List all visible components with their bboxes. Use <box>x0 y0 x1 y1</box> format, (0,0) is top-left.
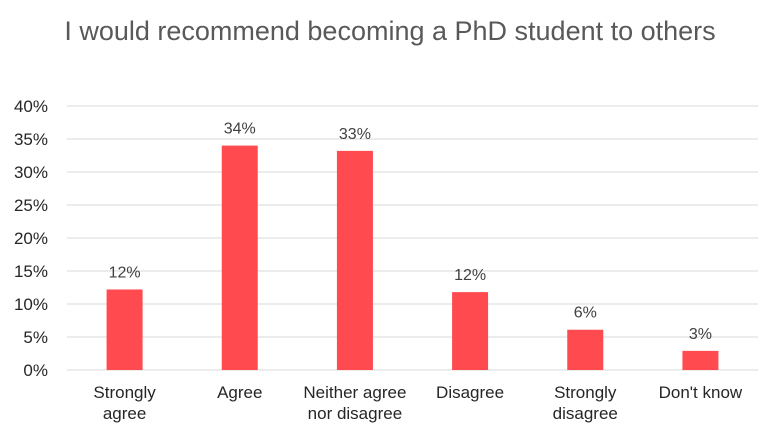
x-tick-label: Strongly <box>554 383 617 402</box>
x-tick-label: Strongly <box>93 383 156 402</box>
y-tick-label: 40% <box>14 97 48 116</box>
chart-title: I would recommend becoming a PhD student… <box>64 16 716 46</box>
data-label: 34% <box>224 121 256 138</box>
data-label: 12% <box>109 264 141 281</box>
data-label: 33% <box>339 126 371 143</box>
bar <box>452 292 489 370</box>
data-label: 3% <box>689 326 712 343</box>
x-tick-label: Disagree <box>436 383 504 402</box>
bar <box>682 350 719 370</box>
x-tick-label: nor disagree <box>308 404 403 423</box>
y-tick-label: 35% <box>14 130 48 149</box>
x-tick-label: Agree <box>217 383 262 402</box>
x-tick-label: agree <box>103 404 146 423</box>
x-tick-label: Don't know <box>659 383 743 402</box>
x-tick-label: disagree <box>553 404 618 423</box>
y-tick-label: 25% <box>14 196 48 215</box>
data-label: 6% <box>574 305 597 322</box>
bar <box>336 150 373 370</box>
bar <box>567 329 604 370</box>
y-tick-label: 15% <box>14 262 48 281</box>
y-tick-label: 30% <box>14 163 48 182</box>
bar <box>106 289 143 370</box>
bar <box>221 145 258 370</box>
x-tick-label: Neither agree <box>303 383 406 402</box>
y-tick-label: 0% <box>23 361 48 380</box>
data-label: 12% <box>454 267 486 284</box>
y-tick-label: 10% <box>14 295 48 314</box>
y-tick-label: 20% <box>14 229 48 248</box>
y-tick-label: 5% <box>23 328 48 347</box>
